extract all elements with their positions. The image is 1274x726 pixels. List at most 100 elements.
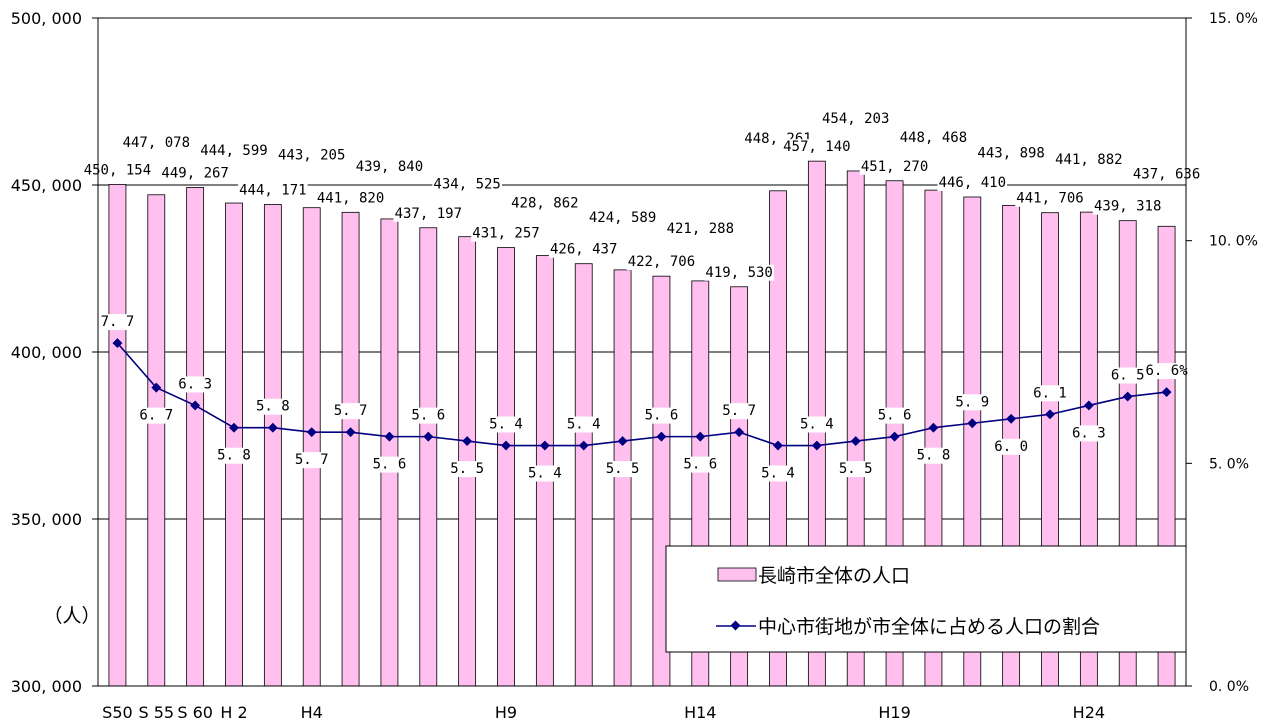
ratio-value-label-bg <box>759 465 797 482</box>
ratio-marker <box>811 440 822 451</box>
population-bar <box>186 187 205 687</box>
population-value-label: 448, 468 <box>900 130 967 146</box>
population-value-label: 422, 706 <box>628 254 695 270</box>
population-value-label-bg <box>82 162 153 179</box>
ratio-value-label-bg <box>992 438 1030 455</box>
population-bar <box>497 247 515 687</box>
ratio-value-label: 5. 6 <box>411 408 445 424</box>
population-bar <box>613 269 632 687</box>
population-value-label-bg <box>510 195 580 212</box>
ratio-value-label: 6. 0 <box>994 439 1028 455</box>
population-value-label-bg <box>626 254 697 271</box>
ratio-value-label: 6. 7 <box>139 408 173 424</box>
ratio-value-label-bg <box>99 314 136 331</box>
population-value-label-bg <box>276 147 347 164</box>
ratio-value-label-bg <box>643 407 680 424</box>
ratio-value-label: 5. 6 <box>878 408 912 424</box>
legend-box <box>665 545 1187 653</box>
axes: 300, 000 350, 000 400, 000 450, 000 500, 000… <box>11 9 1258 722</box>
y-left-tick-label: 500, 000 <box>11 9 82 28</box>
ratio-marker <box>345 427 356 438</box>
population-value-label-bg <box>782 139 852 156</box>
population-value-label-bg <box>820 110 891 127</box>
population-value-label-bg <box>1015 190 1085 207</box>
population-value-label: 419, 530 <box>705 265 772 281</box>
population-value-label: 443, 205 <box>278 148 345 164</box>
legend-line-marker <box>730 620 741 631</box>
ratio-value-label: 5. 7 <box>722 403 756 419</box>
x-tick-label: S50 <box>102 703 133 722</box>
ratio-value-label-bg <box>1031 385 1069 402</box>
ratio-marker <box>850 436 861 447</box>
ratio-marker <box>151 382 162 393</box>
ratio-value-label-bg <box>332 403 369 420</box>
y-left-tick-label: 350, 000 <box>11 510 82 529</box>
y-right-tick-label: 0. 0% <box>1209 679 1249 695</box>
ratio-marker <box>1161 387 1172 398</box>
population-value-label: 446, 410 <box>939 175 1006 191</box>
population-value-label: 447, 078 <box>123 135 190 151</box>
ratio-value-label: 5. 5 <box>450 461 484 477</box>
population-value-label: 431, 257 <box>472 226 539 242</box>
population-value-label: 441, 820 <box>317 190 384 206</box>
ratio-value-label: 6. 3 <box>178 376 212 392</box>
ratio-marker <box>267 422 278 433</box>
ratio-value-label-bg <box>953 394 991 411</box>
ratio-line <box>116 342 1167 447</box>
y-axis-unit-label: （人） <box>43 605 100 627</box>
legend-bar-label: 長崎市全体の人口 <box>758 565 910 587</box>
ratio-marker <box>501 440 511 451</box>
population-value-label: 428, 862 <box>511 196 578 212</box>
ratio-value-label: 5. 4 <box>800 417 834 433</box>
ratio-value-label: 5. 6 <box>373 457 407 473</box>
population-bar <box>263 204 282 687</box>
x-tick-label: S 60 <box>177 703 213 722</box>
y-right-tick-label: 15. 0% <box>1209 11 1258 27</box>
y-left-tick-label: 400, 000 <box>11 343 82 362</box>
population-value-label: 424, 589 <box>589 210 656 226</box>
population-value-label-bg <box>199 143 269 160</box>
population-value-label: 443, 898 <box>977 145 1044 161</box>
y-right-tick-label: 5. 0% <box>1209 456 1249 472</box>
ratio-value-label: 5. 7 <box>295 452 329 468</box>
x-tick-label: H14 <box>684 703 716 722</box>
legend-line-label: 中心市街地が市全体に占める人口の割合 <box>758 616 1100 638</box>
ratio-value-label-bg <box>1109 367 1147 384</box>
ratio-marker <box>1122 391 1133 402</box>
population-value-label-bg <box>898 130 969 147</box>
ratio-value-label: 6. 1 <box>1033 385 1067 401</box>
population-value-label-bg <box>315 190 386 207</box>
population-value-label: 439, 840 <box>356 159 423 175</box>
population-value-label-bg <box>704 264 774 281</box>
ratio-value-label-bg <box>798 416 836 433</box>
ratio-value-label-bg <box>565 416 603 433</box>
ratio-value-label: 5. 5 <box>606 461 640 477</box>
population-value-label: 439, 318 <box>1094 199 1161 215</box>
ratio-marker <box>539 440 550 451</box>
population-value-label: 451, 270 <box>861 159 928 175</box>
x-tick-label: S 55 <box>138 703 174 722</box>
ratio-value-label: 5. 6 <box>645 408 679 424</box>
population-value-label-bg <box>937 174 1008 191</box>
ratio-marker <box>1083 400 1094 411</box>
ratio-value-label-bg <box>720 403 758 420</box>
ratio-marker <box>462 436 473 447</box>
population-value-label-bg <box>1131 166 1202 183</box>
ratio-marker <box>384 431 395 442</box>
y-right-tick-label: 10. 0% <box>1209 234 1258 250</box>
ratio-marker <box>617 436 628 447</box>
population-value-label: 454, 203 <box>822 111 889 127</box>
population-value-label: 426, 437 <box>550 242 617 258</box>
ratio-marker <box>423 431 434 442</box>
x-tick-label: H4 <box>301 703 323 722</box>
ratio-value-label: 5. 6 <box>683 457 717 473</box>
population-bar <box>419 227 438 687</box>
population-value-label: 444, 599 <box>200 143 267 159</box>
ratio-value-label: 5. 8 <box>217 448 251 464</box>
ratio-value-label: 6. 5 <box>1111 368 1145 384</box>
population-value-label-bg <box>1092 198 1163 215</box>
ratio-value-label: 5. 4 <box>761 466 795 482</box>
ratio-marker <box>967 418 978 429</box>
population-value-label: 457, 140 <box>783 139 850 155</box>
